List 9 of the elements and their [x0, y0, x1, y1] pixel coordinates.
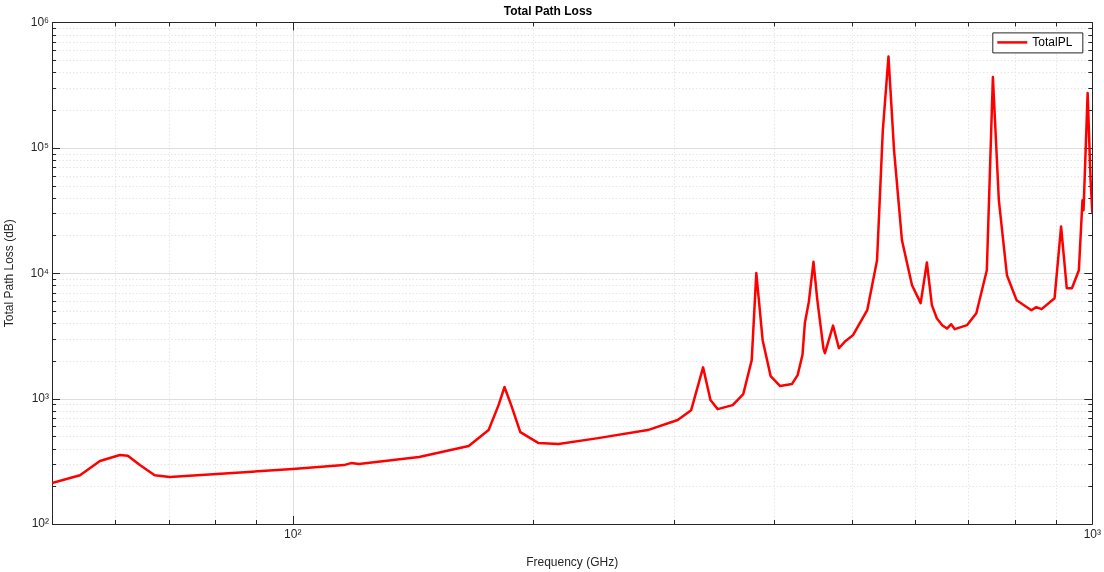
y-tick-label: 10⁵ — [30, 140, 50, 155]
y-axis-title: Total Path Loss (dB) — [1, 219, 16, 328]
y-tick-label: 10⁴ — [30, 265, 49, 280]
y-tick-label: 10² — [31, 516, 49, 531]
x-axis-title: Frequency (GHz) — [526, 555, 619, 570]
y-tick-label: 10³ — [31, 390, 49, 405]
y-tick-label: 10⁶ — [30, 14, 50, 29]
legend-label: TotalPL — [1032, 34, 1073, 49]
chart-title: Total Path Loss — [503, 3, 593, 18]
